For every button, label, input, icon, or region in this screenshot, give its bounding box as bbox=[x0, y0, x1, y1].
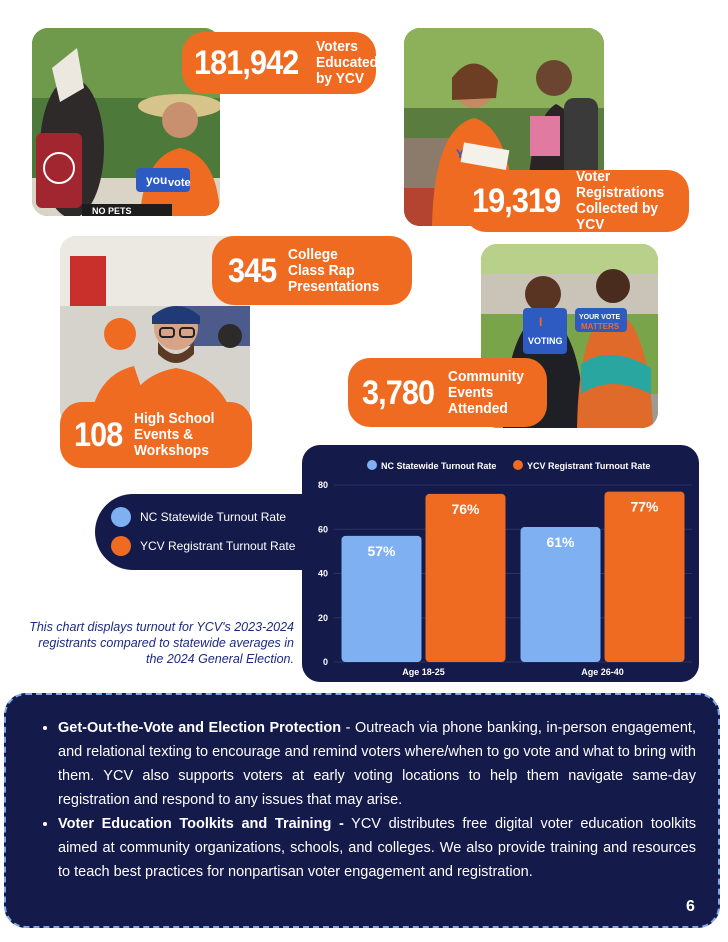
legend-swatch-ycv bbox=[111, 536, 131, 556]
stat-number: 3,780 bbox=[362, 373, 435, 412]
legend-swatch bbox=[367, 460, 377, 470]
y-tick-label: 20 bbox=[318, 613, 328, 623]
bar-data-label: 76% bbox=[451, 501, 480, 517]
turnout-bar-chart: NC Statewide Turnout Rate YCV Registrant … bbox=[318, 460, 692, 677]
stat-voters-educated: 181,942 Voters Educated by YCV bbox=[182, 32, 379, 94]
programs-panel bbox=[4, 693, 720, 928]
sign-text-2: VOTING bbox=[528, 336, 563, 346]
stat-voter-registrations: 19,319 Voter Registrations Collected by … bbox=[464, 168, 689, 233]
y-tick-label: 40 bbox=[318, 569, 328, 579]
x-tick-label: Age 26-40 bbox=[581, 667, 624, 677]
stat-number: 19,319 bbox=[472, 182, 561, 220]
stat-label: Voters Educated by YCV bbox=[315, 38, 379, 87]
chart-legend-large: NC Statewide Turnout Rate YCV Registrant… bbox=[95, 494, 310, 570]
sign-text-4: MATTERS bbox=[581, 322, 620, 331]
legend-label: NC Statewide Turnout Rate bbox=[381, 461, 496, 471]
y-tick-label: 60 bbox=[318, 524, 328, 534]
chart-caption: This chart displays turnout for YCV's 20… bbox=[29, 620, 294, 666]
stat-community-events: 3,780 Community Events Attended bbox=[348, 358, 547, 427]
sign-text: NO PETS bbox=[92, 206, 132, 216]
stat-number: 345 bbox=[228, 251, 277, 290]
program-list: Get-Out-the-Vote and Election Protection… bbox=[40, 716, 696, 884]
photo-community-event: I VOTING YOUR VOTE MATTERS bbox=[481, 244, 658, 428]
legend-item-ycv: YCV Registrant Turnout Rate bbox=[111, 536, 295, 556]
x-tick-label: Age 18-25 bbox=[402, 667, 445, 677]
list-item: Get-Out-the-Vote and Election Protection… bbox=[58, 716, 696, 812]
y-tick-label: 0 bbox=[323, 657, 328, 667]
stat-label: Voter Registrations Collected by YCV bbox=[576, 168, 665, 233]
list-item: Voter Education Toolkits and Training - … bbox=[58, 812, 696, 884]
stat-label: High School Events & Workshops bbox=[133, 410, 215, 459]
shirt-text: you bbox=[146, 173, 167, 187]
bullet-title: Get-Out-the-Vote and Election Protection bbox=[58, 720, 342, 736]
sign-text: I bbox=[539, 315, 542, 329]
legend-label: YCV Registrant Turnout Rate bbox=[140, 539, 296, 553]
legend-label: YCV Registrant Turnout Rate bbox=[527, 461, 650, 471]
bar bbox=[604, 491, 685, 662]
stat-label: College Class Rap Presentations bbox=[287, 245, 380, 295]
stat-label: Community Events Attended bbox=[448, 367, 524, 417]
legend-item-statewide: NC Statewide Turnout Rate bbox=[111, 507, 286, 527]
bar-data-label: 77% bbox=[630, 499, 659, 515]
stat-number: 181,942 bbox=[194, 44, 299, 82]
page-number: 6 bbox=[686, 898, 695, 915]
bullet-title: Voter Education Toolkits and Training - bbox=[58, 816, 344, 832]
y-tick-label: 80 bbox=[318, 480, 328, 490]
bar bbox=[520, 527, 601, 662]
legend-label: NC Statewide Turnout Rate bbox=[140, 510, 287, 524]
turnout-chart: NC Statewide Turnout Rate YCV Registrant … bbox=[302, 445, 699, 682]
bar bbox=[425, 493, 506, 662]
bullet-text: YCV distributes free digital voter educa… bbox=[58, 816, 696, 880]
stat-high-school-events: 108 High School Events & Workshops bbox=[60, 402, 252, 468]
shirt-text-2: vote bbox=[168, 177, 191, 189]
stat-college-presentations: 345 College Class Rap Presentations bbox=[212, 236, 412, 305]
sign-text-3: YOUR VOTE bbox=[579, 314, 621, 321]
stat-number: 108 bbox=[74, 416, 123, 454]
bar-data-label: 57% bbox=[367, 543, 396, 559]
bar-data-label: 61% bbox=[546, 534, 575, 550]
bar bbox=[341, 535, 422, 662]
legend-swatch bbox=[513, 460, 523, 470]
bullet-text: - Outreach via phone banking, in-person … bbox=[58, 720, 696, 808]
legend-swatch-statewide bbox=[111, 507, 131, 527]
